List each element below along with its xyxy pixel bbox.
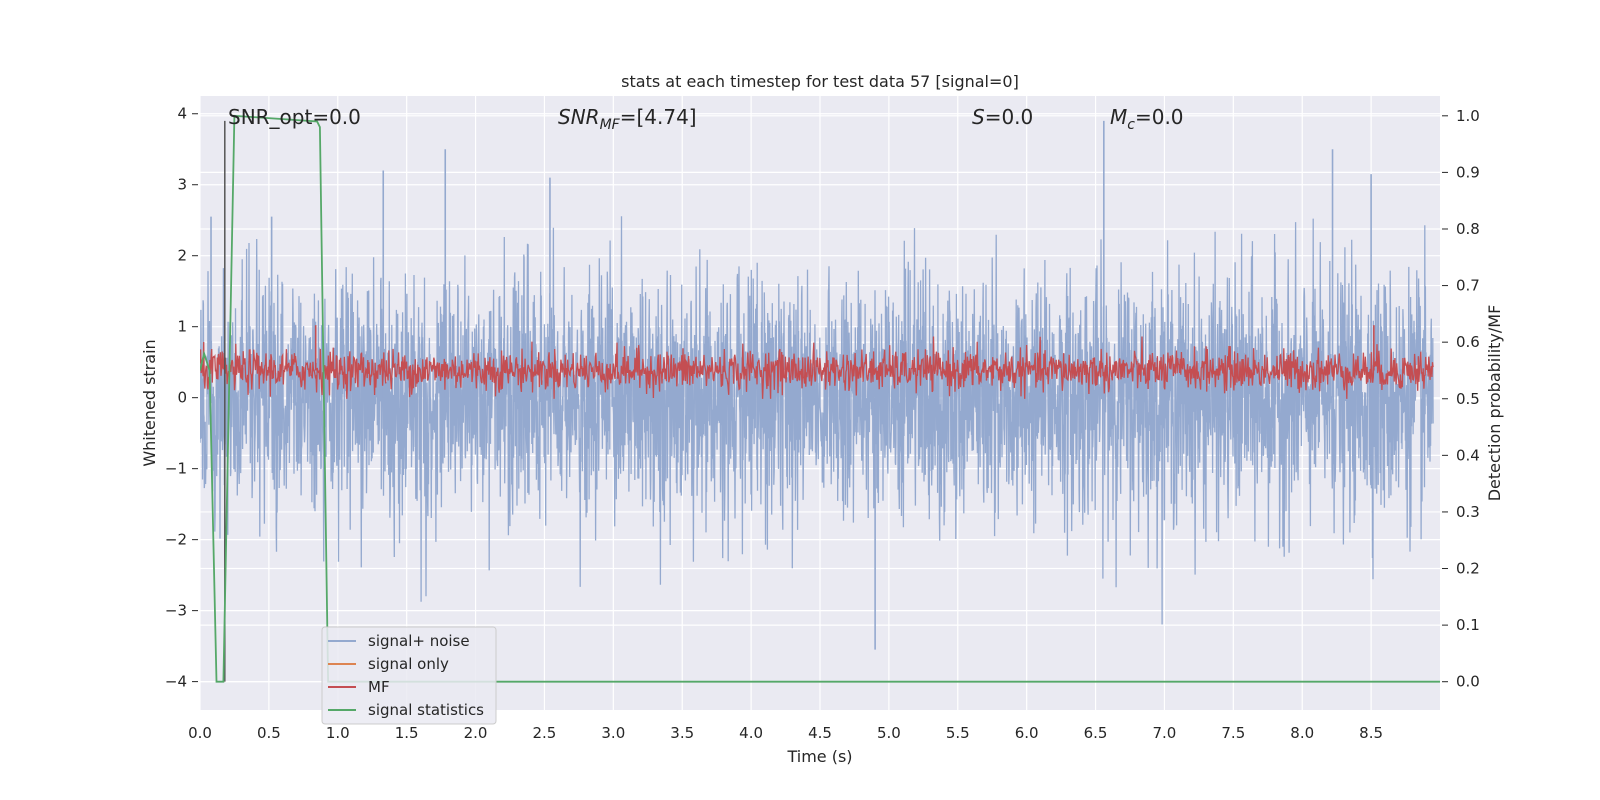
x-tick-label: 3.0 [601,724,625,742]
y2-tick-label: 0.1 [1456,616,1480,634]
x-tick-label: 0.5 [257,724,281,742]
y-tick-label: 2 [177,247,187,265]
legend-label: signal only [368,655,449,673]
legend-label: signal+ noise [368,632,470,650]
x-tick-label: 8.5 [1359,724,1383,742]
x-tick-label: 6.5 [1084,724,1108,742]
x-tick-label: 3.5 [670,724,694,742]
y2-tick-label: 0.5 [1456,390,1480,408]
legend-label: MF [368,678,390,696]
annotation-mc-value: =0.0 [1135,105,1184,129]
y2-tick-label: 0.4 [1456,446,1480,464]
annotation-snr-mf-value: =[4.74] [620,105,697,129]
y-tick-label: 1 [177,318,187,336]
y2-tick-label: 0.7 [1456,277,1480,295]
legend-label: signal statistics [368,701,484,719]
x-tick-label: 5.0 [877,724,901,742]
y2-tick-label: 0.6 [1456,333,1480,351]
x-tick-label: 0.0 [188,724,212,742]
annotation-snr-mf-main: SNR [558,105,600,129]
y-tick-label: 4 [177,105,187,123]
y-tick-label: 3 [177,176,187,194]
y2-tick-label: 0.8 [1456,220,1480,238]
x-tick-label: 4.0 [739,724,763,742]
annotation-mc-sub: c [1127,117,1135,133]
x-axis-label: Time (s) [786,747,852,766]
y-tick-label: 0 [177,389,187,407]
chart-title: stats at each timestep for test data 57 … [621,72,1019,91]
y2-tick-label: 0.3 [1456,503,1480,521]
y-tick-label: −4 [165,673,187,691]
y2-tick-label: 0.2 [1456,560,1480,578]
annotation-mc-main: M [1110,105,1127,129]
annotation-s-value: =0.0 [985,105,1034,129]
x-tick-label: 1.0 [326,724,350,742]
x-tick-label: 5.5 [946,724,970,742]
series-signal-noise [200,216,1434,625]
y-tick-label: −1 [165,460,187,478]
annotation-snr-opt: SNR_opt=0.0 [228,105,361,129]
annotation-s: S=0.0 [972,105,1033,129]
annotation-mc: Mc=0.0 [1110,105,1184,133]
x-tick-label: 7.0 [1153,724,1177,742]
y2-tick-label: 1.0 [1456,107,1480,125]
y-tick-label: −3 [165,602,187,620]
y-axis-label: Whitened strain [140,339,159,466]
x-tick-label: 2.0 [464,724,488,742]
legend-box [321,626,497,725]
y2-axis-label: Detection probability/MF [1485,305,1504,502]
x-tick-label: 8.0 [1290,724,1314,742]
annotation-snr-mf-sub: MF [600,117,621,133]
y2-tick-label: 0.0 [1456,673,1480,691]
axes: 0.0 0.5 1.0 1.5 2.0 2.5 3.0 3.5 4.0 4.5 5.0 5.5 6.0 6… [165,105,1480,742]
legend: signal+ noise signal only MF signal statist… [321,626,497,725]
x-tick-label: 2.5 [533,724,557,742]
y-tick-label: −2 [165,531,187,549]
x-tick-label: 1.5 [395,724,419,742]
annotation-snr-mf: SNRMF=[4.74] [558,105,697,133]
x-tick-label: 6.0 [1015,724,1039,742]
x-tick-label: 7.5 [1221,724,1245,742]
x-tick-label: 4.5 [808,724,832,742]
y2-tick-label: 0.9 [1456,163,1480,181]
annotation-s-main: S [972,105,985,129]
series-mf [200,336,1434,399]
annotations: SNR_opt=0.0 SNRMF=[4.74] S=0.0 Mc=0.0 [228,105,1184,133]
